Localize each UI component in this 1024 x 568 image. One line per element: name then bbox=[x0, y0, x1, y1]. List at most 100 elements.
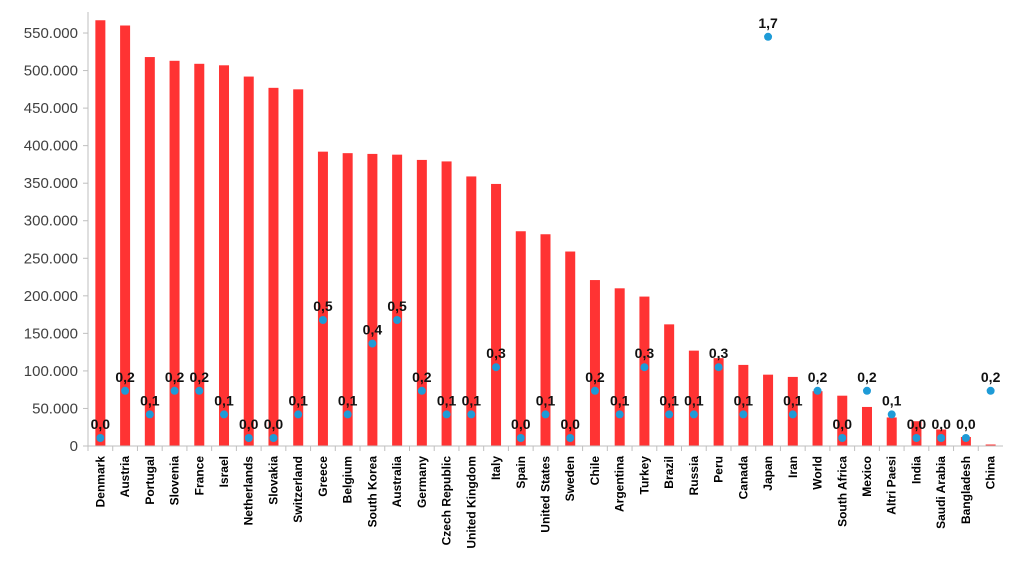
point-label: 0,2 bbox=[115, 369, 135, 385]
category-labels: Denmark Austria Portugal Slovenia France Isra… bbox=[93, 456, 997, 549]
bar bbox=[392, 154, 403, 446]
point bbox=[244, 434, 253, 442]
point-label: 1,7 bbox=[758, 15, 778, 31]
point-label: 0,4 bbox=[363, 322, 383, 338]
bar bbox=[985, 444, 996, 446]
point bbox=[170, 386, 179, 395]
x-tick-label: South Africa bbox=[835, 456, 849, 527]
point bbox=[739, 410, 748, 419]
x-tick-label: United States bbox=[539, 456, 553, 533]
x-tick-label: Brazil bbox=[662, 456, 676, 489]
point-label: 0,2 bbox=[857, 369, 877, 385]
point bbox=[838, 434, 847, 442]
x-tick-label: Portugal bbox=[143, 456, 157, 505]
x-tick-label: Greece bbox=[316, 456, 330, 497]
x-tick-label: Slovakia bbox=[266, 456, 280, 505]
point bbox=[640, 363, 649, 372]
point-label: 0,3 bbox=[709, 345, 729, 361]
x-tick-label: Russia bbox=[687, 456, 701, 496]
y-tick-label: 500.000 bbox=[24, 63, 78, 80]
point bbox=[96, 434, 105, 442]
y-tick-label: 300.000 bbox=[24, 213, 78, 230]
point bbox=[467, 410, 476, 419]
x-tick-label: Israel bbox=[217, 456, 231, 487]
bar bbox=[194, 63, 205, 447]
y-tick-label: 200.000 bbox=[24, 288, 78, 305]
bar bbox=[243, 76, 254, 446]
point bbox=[145, 410, 154, 419]
x-tick-label: Japan bbox=[761, 456, 775, 491]
point-label: 0,1 bbox=[783, 392, 803, 408]
point-label: 0,2 bbox=[585, 369, 605, 385]
point-label: 0,1 bbox=[338, 392, 358, 408]
bar bbox=[268, 87, 279, 447]
bars-series bbox=[95, 20, 996, 447]
bar bbox=[169, 60, 180, 447]
point bbox=[937, 434, 946, 442]
bar bbox=[144, 57, 155, 446]
x-axis bbox=[87, 445, 1003, 451]
point-label: 0,5 bbox=[313, 298, 333, 314]
y-tick-label: 400.000 bbox=[24, 138, 78, 155]
bar bbox=[317, 151, 328, 447]
point bbox=[961, 434, 970, 442]
y-tick-label: 550.000 bbox=[24, 25, 78, 42]
y-tick-label: 50.000 bbox=[32, 400, 78, 417]
point bbox=[343, 410, 352, 419]
bar bbox=[95, 20, 106, 447]
point bbox=[887, 410, 896, 419]
bar bbox=[293, 89, 304, 446]
point bbox=[195, 386, 204, 395]
point bbox=[393, 316, 402, 324]
point bbox=[541, 410, 550, 419]
point-label: 0,1 bbox=[437, 392, 457, 408]
x-tick-label: Switzerland bbox=[291, 456, 305, 523]
point bbox=[689, 410, 698, 419]
bar bbox=[466, 176, 477, 446]
point-label: 0,1 bbox=[882, 392, 902, 408]
point-label: 0,1 bbox=[288, 392, 308, 408]
bar bbox=[540, 234, 551, 446]
point bbox=[764, 32, 773, 41]
point bbox=[294, 410, 303, 419]
point bbox=[318, 316, 327, 324]
bar bbox=[491, 183, 502, 447]
bar bbox=[837, 395, 848, 446]
point bbox=[665, 410, 674, 419]
bar bbox=[416, 159, 427, 447]
x-tick-label: Iran bbox=[786, 456, 800, 478]
x-tick-label: Spain bbox=[514, 456, 528, 489]
x-tick-label: China bbox=[984, 456, 998, 490]
point-label: 0,1 bbox=[659, 392, 679, 408]
point-label: 0,1 bbox=[734, 392, 754, 408]
bar bbox=[441, 161, 452, 446]
point bbox=[492, 363, 501, 372]
bar bbox=[342, 153, 353, 446]
bar bbox=[565, 251, 576, 446]
bar bbox=[639, 296, 650, 446]
point bbox=[788, 410, 797, 419]
bar bbox=[614, 288, 625, 446]
x-tick-label: Peru bbox=[712, 456, 726, 483]
bar bbox=[886, 417, 897, 446]
point-label: 0,0 bbox=[931, 416, 951, 432]
point-label: 0,0 bbox=[907, 416, 927, 432]
x-tick-label: Altri Paesi bbox=[885, 456, 899, 515]
bar bbox=[738, 364, 749, 446]
point-label: 0,1 bbox=[140, 392, 160, 408]
x-tick-label: Canada bbox=[736, 456, 750, 500]
point bbox=[714, 363, 723, 372]
bar bbox=[713, 358, 724, 446]
point-label: 0,2 bbox=[190, 369, 210, 385]
x-tick-label: South Korea bbox=[365, 456, 379, 528]
points-series: 0,00,20,10,2 0,20,10,0 0,00,10,50,10,40,50… bbox=[91, 15, 1001, 442]
point-label: 0,0 bbox=[560, 416, 580, 432]
x-tick-label: United Kingdom bbox=[464, 456, 478, 549]
x-tick-label: Sweden bbox=[563, 456, 577, 501]
x-tick-label: Australia bbox=[390, 456, 404, 508]
bar bbox=[861, 406, 872, 446]
x-tick-label: India bbox=[909, 456, 923, 484]
bar bbox=[515, 231, 526, 446]
y-tick-label: 250.000 bbox=[24, 250, 78, 267]
